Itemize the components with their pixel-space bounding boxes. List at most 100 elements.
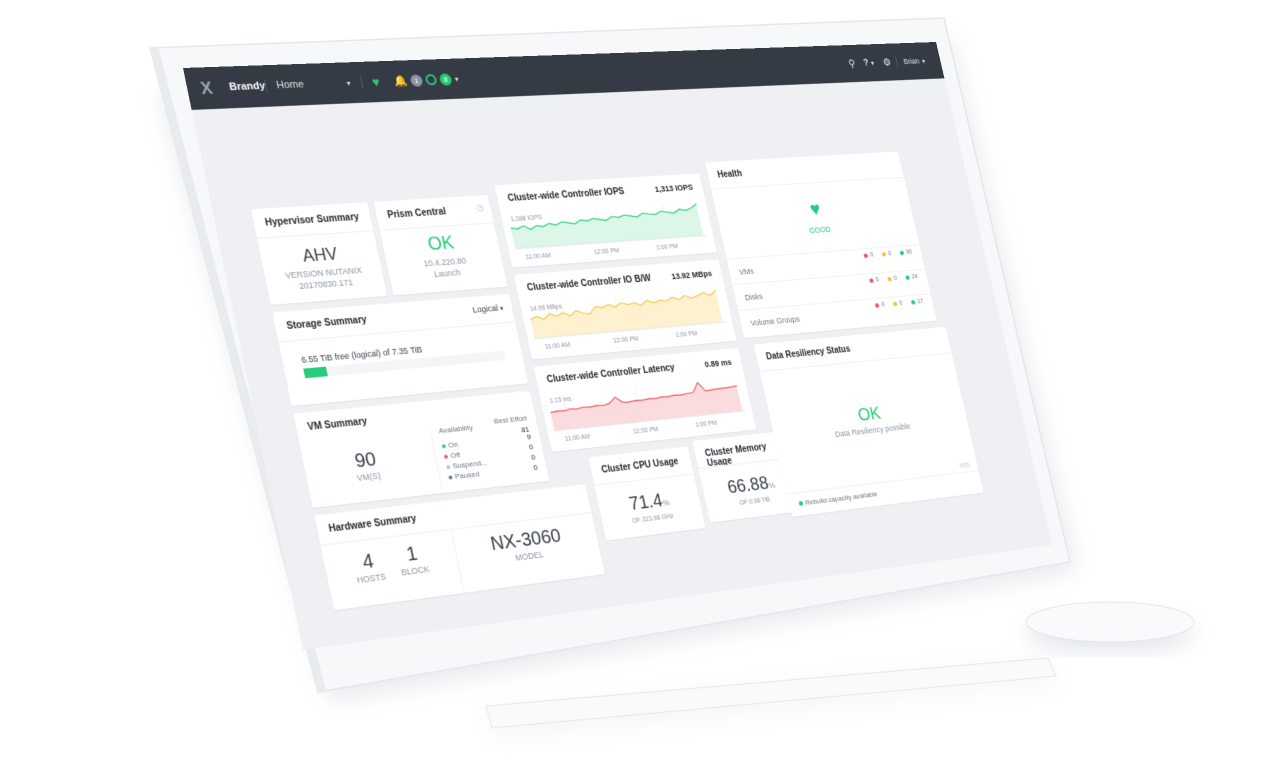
keyboard [485, 657, 1058, 738]
help-icon: ? [862, 57, 870, 69]
clock-icon[interactable]: ◷ [475, 202, 485, 213]
main-menu-dropdown[interactable]: Home ▾ [272, 62, 354, 106]
warning-count: 0 [898, 300, 904, 307]
data-resiliency-widget[interactable]: Data Resiliency Status OK Data Resilienc… [753, 326, 984, 517]
user-name: Brian [902, 56, 921, 66]
widget-title: Hardware Summary [327, 513, 418, 535]
warning-dot-icon [881, 251, 887, 257]
nav-selected-label: Home [275, 78, 306, 92]
divider [379, 222, 494, 231]
hypervisor-summary-widget[interactable]: Hypervisor Summary AHV VERSION NUTANIX 2… [250, 202, 388, 305]
state-label: Paused [454, 469, 481, 481]
percent-unit: % [661, 497, 671, 508]
hardware-summary-widget[interactable]: Hardware Summary 4 HOSTS 1 BLOCK NX-3060… [314, 484, 605, 611]
storage-view-dropdown[interactable]: Logical ▾ [471, 303, 505, 315]
nutanix-logo-icon[interactable]: X [198, 78, 215, 98]
chart-plot: 1.15 ms 11:00 AM 12:00 PM 1:00 PM [546, 375, 748, 443]
vm-summary-widget[interactable]: VM Summary 90 VM(S) Availability Best Ef… [293, 390, 550, 508]
percent-unit: % [767, 480, 777, 491]
rebuild-capacity-row: Rebuild capacity available [798, 490, 878, 508]
chevron-down-icon: ▾ [921, 57, 926, 65]
chevron-down-icon: ▾ [870, 58, 875, 67]
widget-title: Data Resiliency Status [765, 344, 852, 363]
vm-state-list: On 9 Off 0 Suspend... 0 Paused 0 [441, 432, 539, 483]
best-effort-header: Best Effort [493, 413, 528, 426]
health-summary-list: VMs 0 0 90 Disks 0 0 24 Volume Groups 0 0 … [726, 244, 937, 336]
chevron-down-icon: ▾ [345, 78, 352, 88]
chart-plot: 1,388 IOPS 11:00 AM 12:00 PM 1:00 PM [507, 200, 709, 261]
health-row-label: Disks [743, 291, 764, 303]
widget-title: Cluster-wide Controller IO B/W [526, 273, 652, 294]
chart-area [508, 203, 704, 249]
controller-iops-widget[interactable]: Cluster-wide Controller IOPS 1,313 IOPS 1… [494, 173, 717, 268]
x-tick-label: 12:00 PM [593, 248, 620, 256]
health-heart-icon[interactable]: ♥ [370, 74, 382, 90]
critical-dot-icon [863, 253, 869, 258]
storage-summary-widget[interactable]: Storage Summary Logical ▾ 6.55 TiB free … [272, 293, 529, 407]
blocks-label: BLOCK [400, 564, 431, 578]
user-menu[interactable]: Brian ▾ [899, 43, 929, 80]
vm-count-block: 90 VM(S) [302, 444, 429, 489]
prism-central-widget[interactable]: Prism Central ◷ OK 10.4.220.80 Launch [373, 194, 508, 296]
cluster-cpu-usage-widget[interactable]: Cluster CPU Usage 71.4% OF 223.98 GHz [588, 446, 706, 541]
availability-header: Availability [437, 423, 474, 436]
good-count: 17 [916, 298, 924, 305]
chart-current-value: 0.89 ms [703, 357, 733, 370]
state-value: 0 [532, 463, 539, 472]
chevron-down-icon: ▾ [499, 305, 505, 313]
x-tick-label: 11:00 AM [564, 434, 591, 443]
warning-count: 0 [887, 250, 892, 257]
search-icon[interactable]: ⚲ [847, 57, 857, 70]
tasks-button[interactable]: 8 ▾ [421, 59, 462, 100]
state-dot-icon [448, 475, 453, 480]
tasks-circle-icon [424, 73, 438, 86]
divider [786, 470, 979, 495]
gear-icon[interactable]: ⚙ [881, 56, 893, 69]
model-stat: NX-3060 MODEL [452, 521, 600, 570]
x-tick-label: 11:00 AM [545, 342, 572, 351]
memory-percent: 66.88 [725, 473, 771, 498]
widget-title: Cluster-wide Controller Latency [545, 362, 676, 386]
critical-dot-icon [875, 302, 880, 308]
state-label: Off [449, 450, 461, 460]
widget-title: Prism Central [386, 206, 448, 221]
state-value: 9 [526, 432, 532, 442]
x-tick-label: 1:00 PM [695, 420, 718, 429]
warning-dot-icon [887, 276, 893, 282]
health-widget[interactable]: Health ♥ GOOD VMs 0 0 90 Disks 0 0 24 Volu… [705, 151, 937, 339]
storage-view-value: Logical [471, 303, 499, 315]
health-row-label: Volume Groups [749, 314, 801, 328]
alerts-count-badge: 1 [409, 74, 424, 87]
controller-latency-widget[interactable]: Cluster-wide Controller Latency 0.89 ms 1… [533, 347, 757, 452]
chart-peak-label: 14.99 MBps [529, 304, 563, 313]
hosts-stat: 4 HOSTS [351, 549, 387, 586]
help-menu[interactable]: ? ▾ [859, 44, 878, 81]
state-value: 0 [528, 442, 534, 452]
good-dot-icon [910, 299, 916, 305]
mouse [1025, 601, 1195, 650]
controller-io-bandwidth-widget[interactable]: Cluster-wide Controller IO B/W 13.92 MBp… [513, 259, 737, 360]
health-row-label: VMs [738, 266, 755, 277]
x-tick-label: 11:00 AM [525, 253, 552, 261]
rebuild-capacity-value: YES [958, 462, 971, 470]
x-tick-label: 1:00 PM [675, 331, 698, 339]
divider [894, 55, 899, 68]
divider [594, 473, 694, 486]
alerts-button[interactable]: 🔔 1 [389, 60, 426, 101]
chart-current-value: 1,313 IOPS [653, 182, 694, 194]
status-dot-icon [798, 501, 804, 507]
bell-icon: 🔔 [392, 74, 409, 88]
good-count: 24 [911, 273, 919, 281]
divider [256, 230, 374, 239]
widget-title: Cluster-wide Controller IOPS [506, 186, 626, 204]
good-dot-icon [905, 275, 911, 280]
critical-count: 0 [869, 252, 874, 259]
chart-peak-label: 1.15 ms [549, 396, 572, 405]
x-tick-label: 12:00 PM [633, 426, 660, 435]
x-tick-label: 12:00 PM [613, 336, 640, 345]
divider [429, 429, 443, 490]
widget-title: Cluster CPU Usage [600, 456, 680, 476]
chart-plot: 14.99 MBps 11:00 AM 12:00 PM 1:00 PM [527, 286, 729, 351]
dashboard-screen: X Brandy Home ▾ ♥ 🔔 1 8 ▾ ⚲ ? ▾ [183, 42, 1053, 650]
critical-dot-icon [869, 277, 875, 283]
